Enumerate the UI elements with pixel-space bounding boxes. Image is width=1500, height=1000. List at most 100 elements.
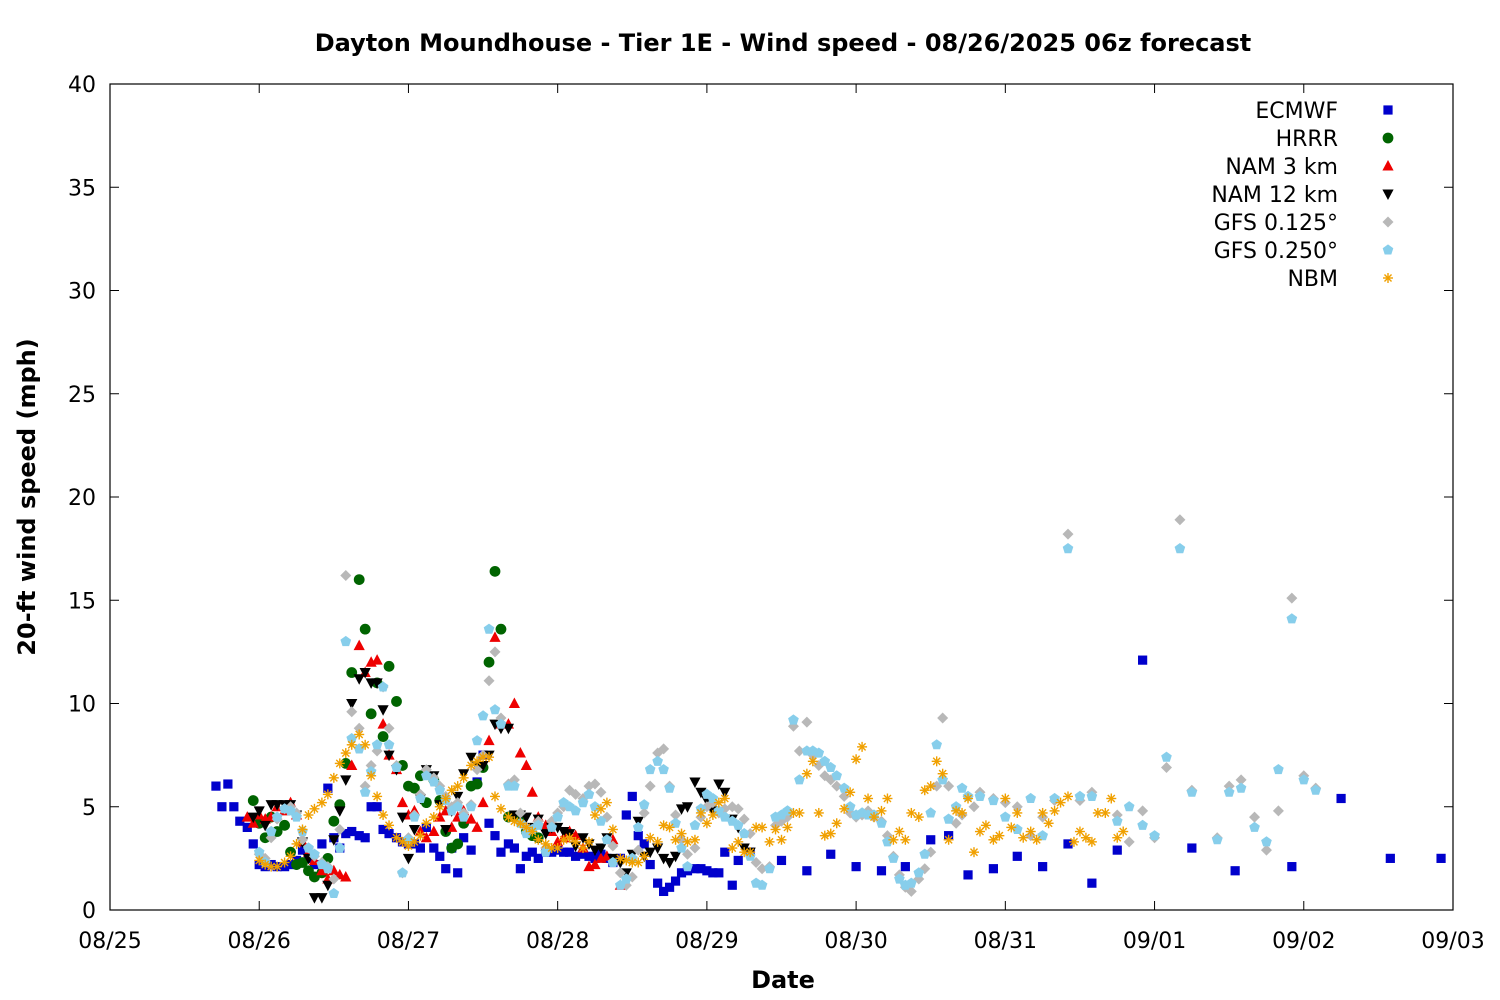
data-point — [1055, 797, 1066, 808]
data-point — [484, 752, 495, 763]
data-point — [328, 772, 339, 783]
data-point — [857, 741, 868, 752]
data-point — [621, 810, 631, 820]
data-point — [346, 706, 358, 718]
data-point — [495, 623, 507, 635]
data-point — [801, 768, 812, 779]
data-point — [794, 807, 805, 818]
data-point — [458, 811, 469, 822]
data-point — [1174, 543, 1186, 554]
data-point — [719, 793, 730, 804]
data-point — [471, 735, 483, 746]
data-point — [408, 824, 421, 836]
data-point — [334, 806, 346, 817]
data-point — [584, 836, 595, 847]
data-point — [595, 803, 606, 814]
data-point — [963, 793, 974, 804]
data-point — [402, 853, 415, 865]
data-point — [968, 847, 979, 858]
data-point — [652, 836, 663, 847]
data-point — [378, 824, 388, 835]
data-point — [383, 750, 395, 762]
data-point — [652, 843, 664, 855]
data-point — [652, 755, 663, 766]
data-point — [253, 846, 265, 857]
data-point — [328, 815, 340, 827]
data-point — [353, 639, 365, 651]
data-point — [1310, 784, 1321, 795]
data-point — [248, 839, 258, 849]
data-point — [1062, 543, 1074, 554]
data-point — [259, 820, 271, 832]
data-point — [689, 777, 701, 788]
data-point — [794, 774, 805, 785]
data-point — [738, 813, 750, 825]
data-point — [845, 787, 856, 798]
axes: 0 5 10 15 20 25 30 35 40 08/25 08/26 08/27 08/28 08/2… — [68, 73, 1485, 954]
data-point — [1086, 836, 1097, 847]
legend-marker — [1382, 132, 1394, 144]
data-point — [713, 805, 725, 816]
data-point — [1186, 786, 1198, 797]
legend-label: NBM — [1287, 267, 1338, 292]
data-point — [452, 801, 463, 812]
legend-label: GFS 0.125° — [1214, 211, 1338, 236]
legend-marker — [1382, 160, 1394, 171]
data-point — [466, 845, 476, 855]
data-point — [1174, 514, 1186, 526]
data-point — [825, 828, 836, 839]
data-point — [495, 718, 507, 729]
data-point — [851, 754, 862, 765]
data-point — [578, 843, 589, 854]
data-point — [409, 836, 420, 847]
data-point — [540, 838, 551, 849]
data-point — [595, 843, 607, 855]
data-point — [733, 836, 744, 847]
data-point — [882, 836, 893, 847]
data-point — [384, 828, 394, 839]
data-point — [913, 867, 925, 878]
data-point — [713, 797, 724, 808]
data-point — [489, 791, 500, 802]
data-point — [346, 733, 358, 744]
data-point — [477, 796, 489, 808]
data-point — [578, 849, 588, 859]
data-point — [503, 839, 514, 849]
data-point — [489, 631, 501, 642]
data-point — [644, 780, 656, 792]
data-point — [322, 789, 333, 800]
data-point — [869, 812, 880, 823]
data-point — [863, 793, 874, 804]
data-point — [546, 821, 557, 832]
data-point — [397, 867, 408, 878]
data-point — [906, 807, 917, 818]
data-point — [926, 835, 936, 845]
data-point — [695, 807, 706, 818]
data-point — [894, 873, 905, 884]
data-point — [906, 877, 917, 888]
data-point — [452, 838, 464, 850]
data-point — [415, 792, 426, 803]
data-point — [340, 870, 352, 882]
data-point — [1074, 826, 1085, 837]
x-tick-label: 08/31 — [974, 929, 1037, 954]
data-point — [429, 843, 439, 853]
y-tick-label: 15 — [68, 589, 96, 614]
data-point — [341, 828, 351, 839]
data-point — [371, 678, 383, 689]
data-point — [950, 817, 962, 829]
data-point — [676, 868, 687, 878]
data-point — [1272, 805, 1284, 817]
legend-label: HRRR — [1276, 127, 1338, 152]
data-point — [876, 805, 887, 816]
data-point — [435, 851, 445, 861]
data-point — [1080, 832, 1091, 843]
x-tick-label: 08/29 — [675, 929, 738, 954]
data-point — [695, 787, 707, 799]
data-point — [956, 782, 968, 793]
data-point — [1031, 834, 1042, 845]
data-point — [1436, 853, 1446, 863]
data-point — [242, 822, 252, 832]
data-point — [465, 813, 477, 824]
